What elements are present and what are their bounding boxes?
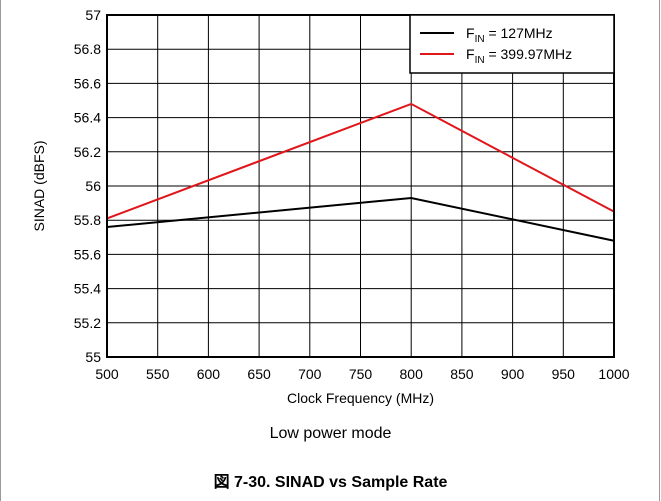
tick-labels: 500 550 600 650 700 750 800 850 900 950 1000 55 55.2… — [74, 7, 630, 382]
x-tick-label: 950 — [552, 366, 576, 382]
x-axis-label: Clock Frequency (MHz) — [287, 390, 434, 406]
x-tick-label: 900 — [501, 366, 525, 382]
y-tick-label: 55.2 — [74, 315, 101, 331]
figure-caption: 図 7-30. SINAD vs Sample Rate — [213, 474, 448, 491]
y-tick-label: 55.4 — [74, 281, 101, 297]
series-line-2 — [106, 102, 615, 220]
y-tick-label: 55.6 — [74, 246, 101, 262]
x-tick-label: 750 — [349, 366, 373, 382]
legend-label-1: FIN = 127MHz — [466, 25, 553, 45]
x-tick-label: 550 — [146, 366, 170, 382]
series-lines — [106, 102, 615, 242]
legend-label-2: FIN = 399.97MHz — [466, 46, 572, 66]
x-tick-label: 500 — [95, 366, 119, 382]
y-tick-label: 56.8 — [74, 41, 101, 57]
x-tick-label: 800 — [400, 366, 424, 382]
y-tick-label: 55.8 — [74, 212, 101, 228]
y-tick-label: 56 — [85, 178, 101, 194]
series-line-1 — [106, 196, 615, 242]
x-tick-label: 650 — [247, 366, 271, 382]
y-tick-label: 56.4 — [74, 110, 101, 126]
chart-subtitle: Low power mode — [269, 425, 392, 442]
x-tick-label: 850 — [450, 366, 474, 382]
page-border-right — [659, 0, 660, 501]
page-border-left — [0, 0, 1, 501]
y-tick-label: 56.2 — [74, 144, 101, 160]
y-tick-label: 55 — [85, 349, 101, 365]
x-tick-label: 1000 — [598, 366, 629, 382]
plot-frame — [106, 14, 615, 358]
y-axis-label: SINAD (dBFS) — [31, 140, 47, 231]
y-tick-label: 56.6 — [74, 75, 101, 91]
sinad-line-chart: 500 550 600 650 700 750 800 850 900 950 1000 55 55.2… — [31, 7, 630, 406]
y-tick-label: 57 — [85, 7, 101, 23]
x-tick-label: 600 — [197, 366, 221, 382]
legend-box — [409, 14, 615, 74]
x-tick-label: 700 — [298, 366, 322, 382]
